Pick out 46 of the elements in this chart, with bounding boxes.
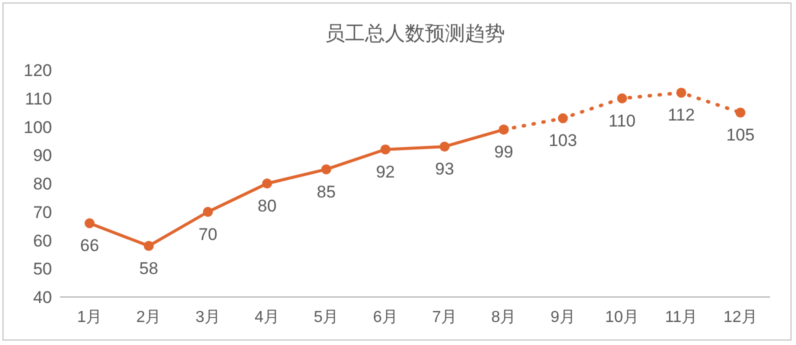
x-tick-label: 7月 bbox=[432, 309, 458, 326]
point bbox=[558, 113, 568, 124]
point bbox=[440, 142, 450, 152]
point bbox=[380, 144, 390, 154]
y-tick-label: 40 bbox=[33, 288, 52, 307]
y-tick-label: 120 bbox=[24, 61, 52, 80]
y-tick-label: 70 bbox=[33, 202, 52, 222]
data-label: 58 bbox=[139, 258, 158, 278]
chart-title: 员工总人数预测趋势 bbox=[325, 23, 505, 45]
data-label: 93 bbox=[435, 160, 454, 179]
data-label: 103 bbox=[548, 131, 578, 150]
x-tick-label: 6月 bbox=[372, 309, 398, 326]
x-tick-label: 9月 bbox=[550, 309, 576, 326]
y-tick-label: 50 bbox=[33, 260, 52, 279]
point bbox=[617, 93, 628, 104]
x-tick-label: 12月 bbox=[724, 309, 758, 326]
x-tick-label: 11月 bbox=[664, 309, 698, 326]
x-tick-label: 8月 bbox=[491, 309, 516, 326]
x-tick-label: 10月 bbox=[605, 309, 639, 326]
point bbox=[676, 88, 686, 98]
point bbox=[321, 164, 332, 174]
data-label: 105 bbox=[726, 126, 755, 145]
data-label: 99 bbox=[494, 142, 514, 162]
y-tick-label: 90 bbox=[33, 146, 52, 166]
point bbox=[498, 124, 509, 135]
x-tick-label: 5月 bbox=[314, 309, 339, 326]
y-tick-label: 100 bbox=[24, 118, 52, 137]
point bbox=[144, 240, 154, 251]
data-label: 92 bbox=[376, 162, 395, 182]
point bbox=[262, 178, 272, 188]
data-label: 66 bbox=[80, 236, 100, 256]
x-tick-label: 2月 bbox=[136, 309, 162, 326]
x-tick-label: 1月 bbox=[77, 309, 102, 326]
y-tick-label: 60 bbox=[33, 231, 52, 250]
x-tick-label: 3月 bbox=[195, 309, 220, 326]
y-tick-label: 80 bbox=[33, 174, 52, 194]
data-label: 80 bbox=[258, 196, 277, 216]
y-tick-label: 110 bbox=[24, 89, 52, 108]
point bbox=[735, 108, 746, 118]
data-label: 70 bbox=[198, 224, 218, 244]
data-label: 85 bbox=[316, 182, 336, 202]
point bbox=[202, 206, 213, 217]
data-label: 110 bbox=[608, 111, 636, 130]
point bbox=[84, 218, 95, 228]
data-label: 112 bbox=[668, 106, 695, 125]
x-tick-label: 4月 bbox=[254, 309, 280, 326]
